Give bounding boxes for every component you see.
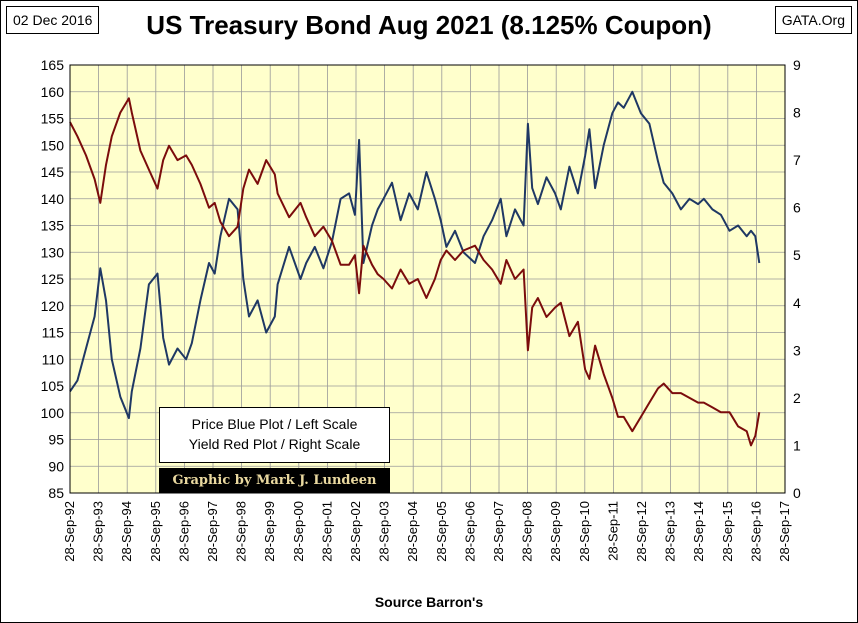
left-tick-label: 145 <box>41 164 65 180</box>
right-tick-label: 8 <box>793 105 801 121</box>
series-layer <box>69 90 761 447</box>
x-tick-label: 28-Sep-92 <box>62 501 77 562</box>
x-tick-label: 28-Sep-97 <box>205 501 220 562</box>
x-tick-label: 28-Sep-03 <box>377 501 392 562</box>
right-tick-label: 5 <box>793 247 801 263</box>
left-tick-label: 125 <box>41 271 65 287</box>
right-tick-label: 1 <box>793 437 801 453</box>
x-tick-label: 28-Sep-95 <box>148 501 163 562</box>
x-tick-label: 28-Sep-16 <box>748 501 763 562</box>
x-tick-label: 28-Sep-02 <box>348 501 363 562</box>
date-label: 02 Dec 2016 <box>6 6 100 34</box>
x-tick-label: 28-Sep-05 <box>434 501 449 562</box>
yield-series-line <box>69 97 761 447</box>
legend-box: Price Blue Plot / Left Scale Yield Red P… <box>159 407 390 463</box>
left-tick-label: 115 <box>42 325 65 341</box>
x-tick-label: 28-Sep-08 <box>520 501 535 562</box>
left-tick-label: 160 <box>41 84 65 100</box>
right-tick-label: 9 <box>793 57 801 73</box>
x-tick-label: 28-Sep-11 <box>605 501 620 561</box>
right-tick-label: 6 <box>793 200 801 216</box>
right-tick-label: 7 <box>793 152 801 168</box>
left-tick-label: 105 <box>41 378 65 394</box>
x-tick-label: 28-Sep-14 <box>691 501 706 562</box>
price-series-line <box>69 90 761 420</box>
left-tick-label: 90 <box>48 458 64 474</box>
left-tick-label: 100 <box>41 405 65 421</box>
credit-banner: Graphic by Mark J. Lundeen <box>159 468 390 493</box>
legend-price-entry: Price Blue Plot / Left Scale <box>191 416 358 432</box>
plot-border <box>69 64 786 494</box>
x-axis: 28-Sep-92 28-Sep-93 28-Sep-94 28-Sep-95 28-S… <box>62 501 792 562</box>
right-tick-label: 0 <box>793 485 801 501</box>
left-axis: 85 90 95 100 105 110 115 120 125 130 135 140 145 150 1… <box>41 57 65 501</box>
left-tick-label: 140 <box>41 191 65 207</box>
grid-lines <box>69 64 786 494</box>
x-tick-label: 28-Sep-98 <box>234 501 249 562</box>
x-tick-label: 28-Sep-10 <box>577 501 592 562</box>
legend-yield-entry: Yield Red Plot / Right Scale <box>188 436 361 452</box>
left-tick-label: 135 <box>41 218 65 234</box>
x-tick-label: 28-Sep-93 <box>91 501 106 562</box>
x-tick-label: 28-Sep-07 <box>491 501 506 562</box>
x-tick-label: 28-Sep-94 <box>119 501 134 562</box>
x-tick-label: 28-Sep-09 <box>548 501 563 562</box>
x-tick-label: 28-Sep-99 <box>262 501 277 562</box>
x-tick-label: 28-Sep-17 <box>777 501 792 562</box>
site-label: GATA.Org <box>774 6 852 34</box>
right-tick-label: 2 <box>793 390 801 406</box>
left-tick-label: 150 <box>41 137 65 153</box>
x-axis-title: Source Barron's <box>374 594 484 610</box>
x-tick-label: 28-Sep-06 <box>462 501 477 562</box>
x-tick-label: 28-Sep-04 <box>405 501 420 562</box>
x-tick-label: 28-Sep-01 <box>319 501 334 562</box>
right-axis: 0 1 2 3 4 5 6 7 8 9 <box>793 57 801 501</box>
left-tick-label: 95 <box>48 432 64 448</box>
x-tick-label: 28-Sep-96 <box>176 501 191 562</box>
x-tick-label: 28-Sep-12 <box>634 501 649 562</box>
left-tick-label: 110 <box>42 351 65 367</box>
x-tick-label: 28-Sep-15 <box>720 501 735 562</box>
x-tick-label: 28-Sep-13 <box>663 501 678 562</box>
x-tick-label: 28-Sep-00 <box>291 501 306 562</box>
right-tick-label: 3 <box>793 342 801 358</box>
left-tick-label: 120 <box>41 298 65 314</box>
chart-title: US Treasury Bond Aug 2021 (8.125% Coupon… <box>146 10 712 40</box>
left-tick-label: 165 <box>41 57 65 73</box>
right-tick-label: 4 <box>793 295 801 311</box>
left-tick-label: 85 <box>48 485 64 501</box>
left-tick-label: 130 <box>41 244 65 260</box>
left-tick-label: 155 <box>41 111 65 127</box>
